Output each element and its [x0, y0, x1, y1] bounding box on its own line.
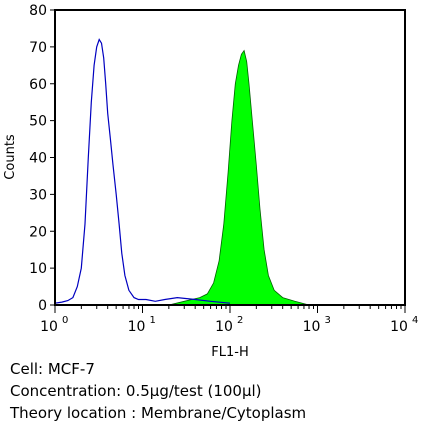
- series-0-outline-histogram: [54, 38, 231, 304]
- caption-concentration: Concentration: 0.5µg/test (100µl): [10, 382, 262, 400]
- x-tick-label-exponent: 1: [150, 315, 156, 326]
- y-tick-label-60: 60: [29, 77, 47, 93]
- x-tick-label-exponent: 4: [412, 315, 418, 326]
- series-layer: [54, 38, 310, 306]
- x-tick-label: 10: [128, 319, 146, 335]
- x-tick-label-exponent: 3: [325, 315, 331, 326]
- caption-theory-location: Theory location : Membrane/Cytoplasm: [10, 404, 307, 422]
- x-tick-label-exponent: 2: [237, 315, 243, 326]
- y-tick-label-70: 70: [29, 40, 47, 56]
- x-axis: 10 0 10 1 10 2 10 3 10 4: [40, 305, 418, 335]
- y-axis: 0 10 20 30 40 50 60 70 80: [29, 3, 55, 314]
- x-tick-label: 10: [215, 319, 233, 335]
- y-axis-title: Counts: [3, 134, 18, 180]
- y-tick-label-0: 0: [38, 298, 47, 314]
- series-1-filled-histogram: [168, 49, 310, 306]
- x-tick-label: 10: [303, 319, 321, 335]
- x-axis-title: FL1-H: [211, 345, 248, 360]
- y-tick-label-50: 50: [29, 114, 47, 130]
- x-tick-label: 10: [40, 319, 58, 335]
- x-tick-label: 10: [390, 319, 408, 335]
- y-tick-label-80: 80: [29, 3, 47, 19]
- y-tick-label-30: 30: [29, 187, 47, 203]
- y-tick-label-20: 20: [29, 224, 47, 240]
- x-tick-label-exponent: 0: [62, 315, 68, 326]
- y-tick-label-10: 10: [29, 261, 47, 277]
- y-tick-label-40: 40: [29, 151, 47, 167]
- caption-cell: Cell: MCF-7: [10, 360, 95, 378]
- histogram-chart: 0 10 20 30 40 50 60 70 80 10 0 10 1 10 2 10 3 10 4 Counts…: [3, 3, 418, 360]
